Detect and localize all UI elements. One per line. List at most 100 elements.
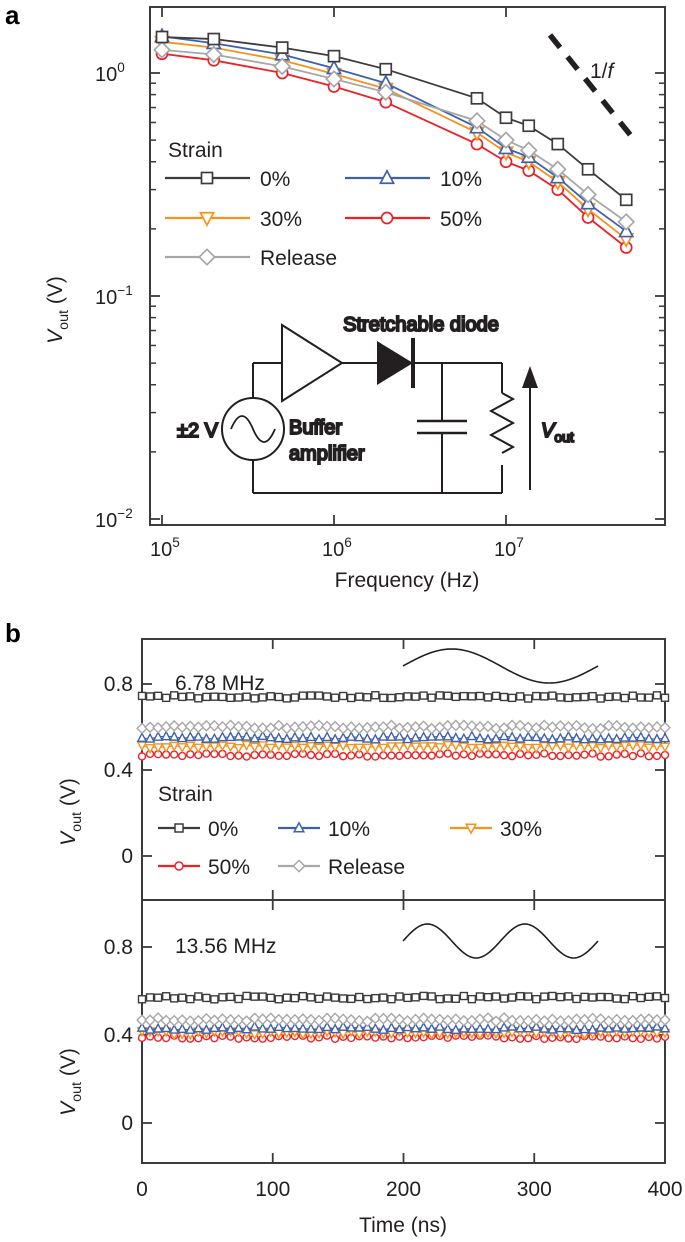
marker-triangle-up: [506, 731, 518, 742]
marker-triangle-up: [611, 1021, 623, 1032]
marker-square: [355, 992, 364, 1002]
marker-diamond: [325, 70, 343, 88]
trace-Release: [136, 1012, 671, 1028]
marker-triangle-down: [522, 743, 534, 754]
marker-diamond: [594, 722, 607, 735]
marker-square: [290, 693, 300, 702]
marker-diamond: [361, 1015, 374, 1028]
sine-wave-icon: [402, 648, 599, 684]
marker-triangle-up: [555, 1022, 566, 1033]
marker-square: [207, 32, 221, 46]
marker-diamond: [353, 1014, 366, 1027]
panel-b: 0 0.4 0.8 6.78 MHz 0 0.4 0.8 13.56 MHz 0 100 200 30…: [57, 638, 683, 1237]
marker-diamond: [659, 721, 671, 734]
marker-circle: [395, 751, 404, 761]
marker-square: [314, 691, 324, 700]
marker-triangle-down: [442, 740, 454, 752]
marker-triangle-down: [313, 743, 325, 754]
marker-diamond: [337, 1013, 350, 1026]
marker-triangle-up: [160, 730, 172, 741]
panel-b-xaxis-title: Time (ns): [359, 1214, 447, 1237]
marker-square: [532, 994, 541, 1004]
y-tick-label: 0: [121, 845, 133, 868]
marker-square: [274, 995, 283, 1004]
marker-triangle-up: [514, 1022, 526, 1033]
marker-triangle-up: [184, 1023, 196, 1034]
marker-diamond: [369, 721, 382, 733]
source-label: ±2 V: [177, 420, 219, 442]
marker-square: [161, 693, 171, 703]
marker-square: [403, 993, 412, 1003]
marker-circle: [604, 752, 613, 761]
marker-triangle-down: [418, 742, 429, 753]
marker-triangle-up: [627, 731, 639, 742]
marker-circle: [596, 752, 605, 761]
diode-icon: [377, 341, 413, 385]
marker-diamond: [433, 721, 446, 734]
marker-triangle-up: [579, 733, 590, 744]
marker-square: [403, 692, 412, 701]
sine-glyph: [230, 415, 276, 443]
buffer-amplifier-icon: [281, 323, 344, 403]
marker-triangle-down: [136, 741, 148, 752]
marker-triangle-up: [345, 730, 357, 741]
marker-square: [153, 691, 163, 701]
marker-square: [387, 693, 396, 703]
marker-diamond: [425, 1013, 438, 1026]
marker-circle: [403, 750, 412, 760]
marker-diamond: [313, 1014, 325, 1027]
marker-triangle-down: [241, 740, 252, 751]
marker-diamond: [579, 185, 597, 204]
panel-b-legend: Strain 0% 10% 30% 50% Release: [158, 783, 542, 879]
legend-title: Strain: [158, 783, 213, 806]
marker-triangle-down: [209, 742, 220, 753]
marker-triangle-up: [394, 1023, 405, 1034]
marker-triangle-up: [305, 731, 317, 742]
marker-diamond: [200, 1012, 213, 1025]
marker-square: [202, 993, 211, 1003]
marker-square: [202, 692, 211, 702]
trace-30pct: [136, 740, 671, 755]
marker-square: [451, 994, 460, 1003]
marker-triangle-up: [265, 731, 277, 742]
trace-10pct: [136, 730, 671, 744]
marker-triangle-up: [651, 733, 663, 744]
marker-triangle-up: [160, 1022, 172, 1033]
marker-square: [218, 993, 227, 1002]
marker-triangle-up: [474, 1022, 486, 1033]
marker-square: [507, 693, 517, 703]
marker-diamond: [449, 719, 462, 732]
marker-circle: [628, 751, 638, 761]
marker-triangle-down: [184, 741, 196, 752]
marker-diamond: [144, 721, 156, 734]
marker-circle: [363, 752, 372, 761]
marker-triangle-up: [426, 730, 438, 741]
marker-triangle-up: [273, 1020, 285, 1031]
marker-square: [572, 693, 581, 702]
marker-square: [226, 992, 235, 1002]
marker-circle: [652, 751, 662, 761]
marker-triangle-up: [651, 1020, 663, 1031]
marker-square: [620, 994, 629, 1004]
series-0pct: [155, 30, 633, 207]
marker-diamond: [586, 1012, 599, 1025]
marker-triangle-up: [192, 1022, 204, 1033]
marker-triangle-up: [225, 1023, 236, 1034]
marker-triangle-up: [490, 732, 502, 743]
marker-square: [155, 30, 169, 44]
marker-diamond: [184, 1015, 197, 1027]
marker-triangle-down: [490, 742, 502, 753]
marker-triangle-up: [337, 1020, 349, 1031]
marker-triangle-up: [587, 732, 598, 743]
resistor-icon: [488, 392, 516, 454]
marker-diamond: [538, 719, 551, 732]
marker-triangle-down: [595, 743, 606, 755]
marker-square: [644, 693, 654, 702]
panel-a-axes-box: [149, 6, 666, 526]
x-tick-label: 200: [386, 1178, 421, 1201]
legend-label: 0%: [260, 168, 290, 191]
marker-square: [411, 692, 420, 701]
panel-a: 105 106 107 100 10−1 10−2 Frequency (Hz) Vout (…: [44, 6, 666, 592]
legend-title: Strain: [168, 139, 223, 162]
marker-diamond: [530, 1013, 543, 1026]
